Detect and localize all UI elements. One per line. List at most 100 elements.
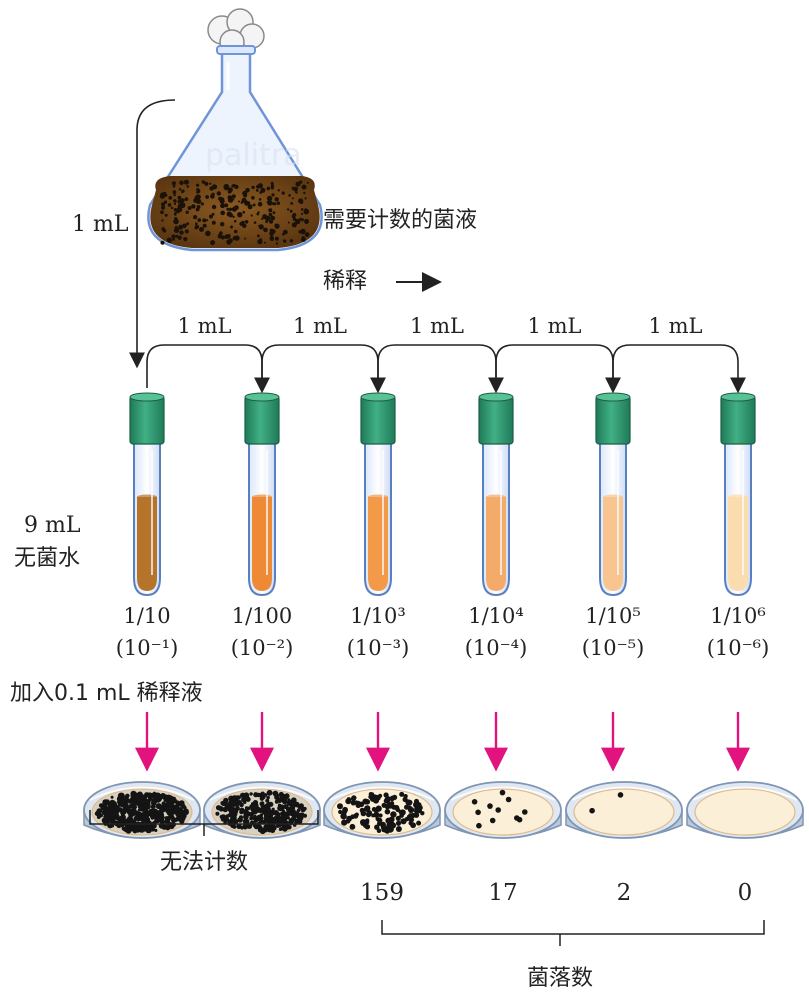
bacterium-dot [255,189,259,192]
colony [249,816,254,821]
colony [416,820,422,826]
colony [120,802,125,807]
bacterium-dot [209,182,212,185]
colony [272,790,279,797]
tube-liquid [728,497,748,591]
colony [376,807,382,812]
colony [366,810,373,816]
bacterium-dot [184,197,189,202]
colony [142,807,146,811]
colony [589,807,595,814]
bacterium-dot [172,190,177,195]
bacterium-dot [167,203,172,207]
colony [125,798,130,803]
colony [385,817,392,824]
colony [380,821,386,828]
bacterium-dot [228,238,233,243]
colony [233,796,237,800]
colony [144,803,151,810]
colony [97,810,102,814]
colony [117,803,122,807]
colony [499,789,506,796]
bacterium-dot [300,228,306,235]
colony [297,814,302,819]
colony [215,811,220,816]
bacterium-dot [257,201,263,207]
colony [165,800,169,804]
bacterium-dot [220,203,225,209]
bacterium-dot [161,205,166,210]
transfer-label-1: 1 mL [178,314,232,338]
dilute-label: 稀释 [323,269,367,294]
bacterium-dot [305,221,308,225]
colony [183,809,189,816]
transfer-arrow-1 [146,344,270,394]
bacterium-dot [182,202,186,206]
bacterium-dot [196,205,201,209]
colony [475,809,481,816]
colony [164,816,169,821]
bacterium-dot [244,237,247,240]
bacterium-dot [210,240,216,246]
water-volume-label: 9 mL [24,513,81,538]
bacterium-dot [193,215,198,220]
colony [217,805,222,810]
colony [389,822,397,829]
colony [231,813,237,819]
dilution-power-2: (10⁻²) [231,636,294,660]
bacterium-dot [262,214,268,220]
bacterium-dot [173,193,176,197]
colony [224,816,229,821]
bacterium-dot [232,215,235,218]
bacterium-dot [298,198,304,204]
colony [273,826,277,830]
bacterium-dot [291,197,294,200]
transfer-arrow-3 [377,344,504,394]
bacterium-dot [227,189,232,194]
bacterium-dot [178,224,184,230]
bacterium-dot [231,184,234,188]
colony [290,800,295,806]
colony [270,817,276,823]
bacterium-dot [291,222,297,228]
dilution-fraction-2: 1/100 [232,604,293,628]
bacterium-dot [274,223,280,229]
bacterium-dot [195,198,202,204]
colony [287,798,291,802]
bacterium-dot [171,181,176,186]
colony [144,792,150,798]
colony [395,815,401,822]
colony [284,804,289,809]
bacterium-dot [173,227,180,233]
bacterium-dot [163,230,166,233]
bacterium-dot [185,210,189,214]
colony [274,799,279,804]
colony [154,817,160,824]
bacterium-dot [194,224,200,229]
dilution-fraction-3: 1/10³ [350,604,406,628]
bacterium-dot [170,206,174,210]
bacterium-dot [270,181,274,186]
colony [168,795,175,802]
colony [251,801,257,808]
bacterium-dot [256,212,260,216]
colony [171,805,178,811]
colony [395,826,402,832]
bacterium-dot [220,210,225,216]
colony [270,809,276,816]
colony [405,799,412,806]
bacterium-dot [303,208,310,215]
colony [265,798,270,803]
colony [617,792,624,798]
bacterium-dot [268,212,273,217]
bacterium-dot [277,189,280,192]
colony [353,813,359,819]
bacterium-dot [251,196,255,200]
colony [385,797,390,802]
colony [350,800,357,806]
colony [255,816,260,822]
bacterium-dot [196,189,201,194]
colony [408,813,413,818]
bacterium-dot [283,239,287,243]
